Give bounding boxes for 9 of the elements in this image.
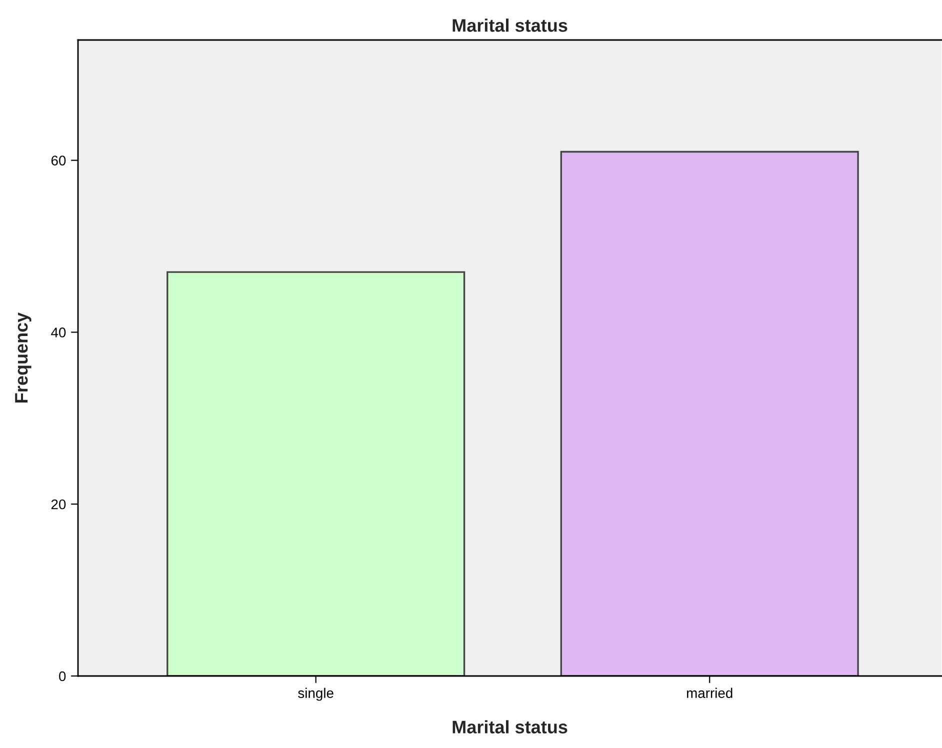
y-tick-label: 0 [59,671,66,682]
y-tick-label: 20 [51,499,66,510]
x-tick-label: married [686,688,732,698]
y-axis-title: Frequency [15,312,32,402]
y-tick-label: 60 [51,156,66,166]
y-tick-label: 40 [51,328,66,338]
x-tick-label: single [298,688,334,701]
chart-title: Marital status [452,18,568,32]
x-axis-title: Marital status [452,720,568,734]
